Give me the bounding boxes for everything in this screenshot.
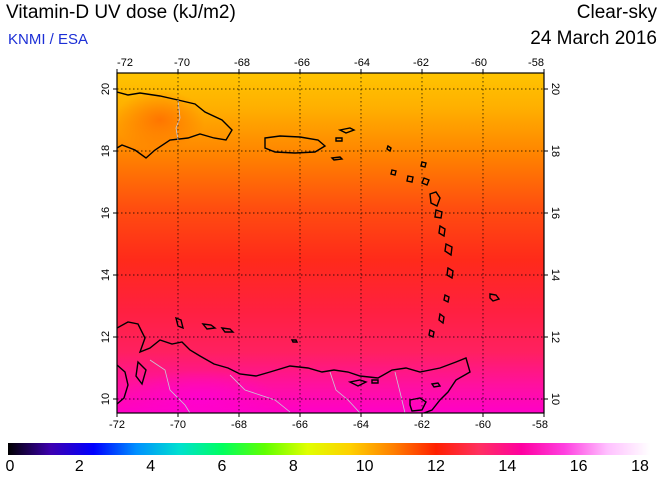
map-title: Vitamin-D UV dose (kJ/m2) [6,2,236,23]
colorbar [8,443,650,455]
lon-label: -66 [294,57,310,69]
lon-label: -60 [471,57,487,69]
colorbar-label: 14 [498,458,517,475]
lon-label: -68 [231,419,247,431]
lat-label: 14 [549,269,561,281]
map-frame [116,72,545,414]
lat-label: 10 [549,393,561,405]
borders [149,99,406,413]
colorbar-label: 16 [569,458,588,475]
colorbar-label: 2 [74,458,84,475]
colorbar-label: 8 [288,458,298,475]
credit-label: KNMI / ESA [8,31,89,48]
lon-label: -72 [117,57,133,69]
lat-label: 10 [100,393,112,405]
colorbar-label: 4 [146,458,156,475]
lat-label: 12 [549,331,561,343]
lat-label: 16 [549,207,561,219]
lon-label: -72 [109,419,125,431]
lat-labels-right: 20 18 16 14 12 10 [549,83,561,405]
lat-label: 20 [549,83,561,95]
lat-label: 20 [100,83,112,95]
colorbar-label: 18 [631,458,649,475]
lon-label: -62 [413,57,429,69]
colorbar-label: 0 [5,458,15,475]
lon-labels-bottom: -72 -70 -68 -66 -64 -62 -60 -58 [109,419,548,431]
lon-label: -64 [353,419,369,431]
lon-label: -58 [528,57,544,69]
lon-label: -62 [414,419,430,431]
lat-label: 18 [100,145,112,157]
lon-label: -66 [292,419,308,431]
lon-label: -60 [475,419,491,431]
colorbar-label: 12 [427,458,445,475]
lat-labels-left: 20 18 16 14 12 10 [100,83,112,405]
sky-mode-label: Clear-sky [576,2,657,23]
lon-label: -70 [174,57,190,69]
uv-dose-map: -72 -70 -68 -66 -64 -62 -60 -58 -72 -70 … [100,57,561,431]
date-label: 24 March 2016 [530,28,657,49]
lon-label: -58 [532,419,548,431]
lat-label: 16 [100,207,112,219]
lat-label: 18 [549,145,561,157]
coastlines [117,91,501,413]
graticule [117,73,544,413]
colorbar-label: 6 [217,458,227,475]
lon-label: -70 [170,419,186,431]
lat-label: 12 [100,331,112,343]
colorbar-label: 10 [355,458,374,475]
lat-label: 14 [100,269,112,281]
lon-labels-top: -72 -70 -68 -66 -64 -62 -60 -58 [117,57,544,69]
lon-label: -68 [234,57,250,69]
lon-label: -64 [354,57,370,69]
